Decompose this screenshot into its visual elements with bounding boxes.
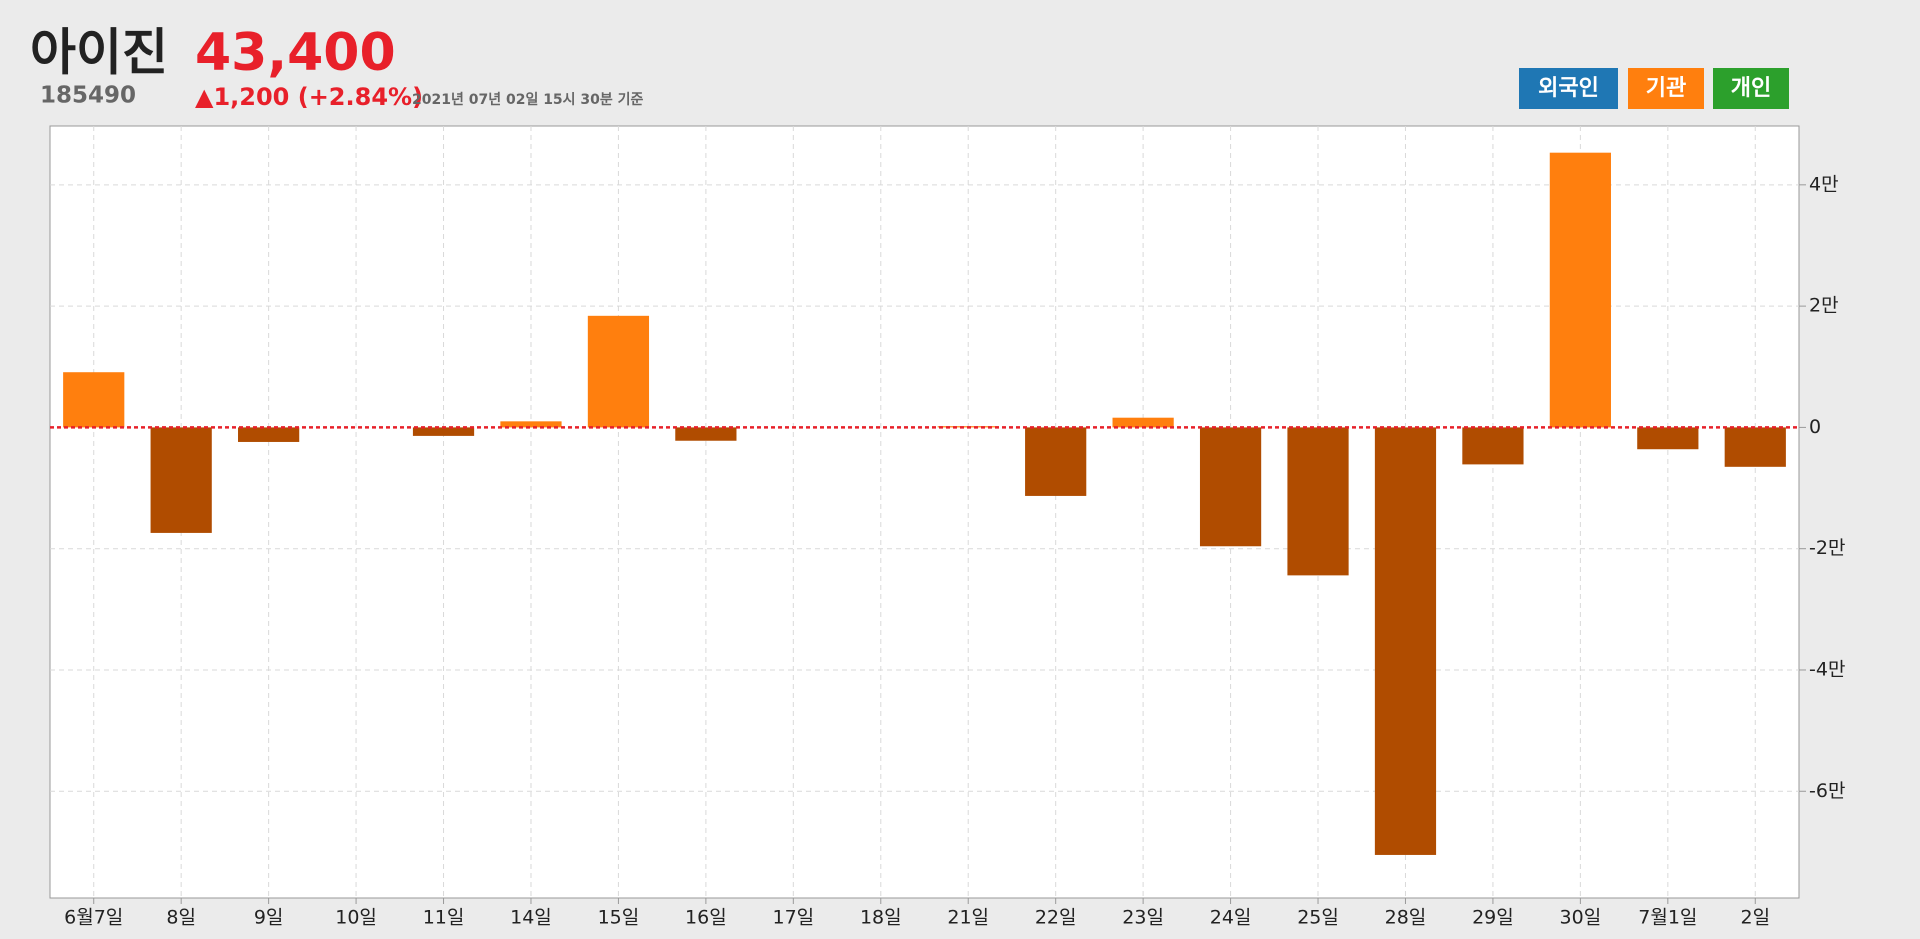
bar	[1637, 427, 1699, 450]
x-tick-label: 21일	[947, 907, 989, 929]
plot-area	[49, 125, 1800, 899]
bar	[1287, 427, 1349, 576]
price-change: ▲1,200 (+2.84%)	[195, 83, 423, 111]
bar	[1025, 427, 1087, 496]
bar	[1199, 427, 1262, 547]
bar	[1374, 427, 1437, 855]
bar	[500, 421, 562, 428]
x-tick-label: 2일	[1740, 907, 1770, 929]
bar	[1462, 427, 1524, 465]
x-tick-label: 10일	[335, 907, 377, 929]
x-tick-label: 9일	[254, 907, 284, 929]
timestamp: 2021년 07년 02일 15시 30분 기준	[412, 92, 644, 108]
y-tick-label: 0	[1809, 416, 1821, 438]
x-tick-label: 6월7일	[64, 907, 123, 929]
x-tick-label: 11일	[423, 907, 465, 929]
y-tick-label: 2만	[1809, 295, 1839, 317]
bar	[63, 372, 125, 428]
bar	[412, 427, 475, 436]
button-bg[interactable]	[1713, 68, 1789, 109]
x-tick-label: 29일	[1472, 907, 1514, 929]
button-bg[interactable]	[1628, 68, 1704, 109]
button-label[interactable]: 외국인	[1538, 76, 1599, 101]
bar	[1724, 427, 1786, 467]
y-tick-label: -4만	[1809, 658, 1845, 680]
x-tick-label: 25일	[1297, 907, 1339, 929]
y-tick-label: -6만	[1809, 780, 1845, 802]
bar	[238, 427, 300, 442]
filter-button[interactable]: 개인	[1713, 68, 1789, 109]
x-tick-label: 17일	[772, 907, 814, 929]
bar	[587, 315, 650, 428]
bar	[675, 427, 737, 441]
x-tick-label: 24일	[1210, 907, 1252, 929]
bar	[1112, 417, 1174, 428]
x-tick-label: 30일	[1560, 907, 1602, 929]
bar	[1549, 152, 1611, 428]
x-tick-label: 15일	[598, 907, 640, 929]
x-tick-label: 8일	[166, 907, 196, 929]
filter-button[interactable]: 외국인	[1519, 68, 1618, 109]
button-bg[interactable]	[1519, 68, 1618, 109]
x-tick-label: 22일	[1035, 907, 1077, 929]
x-tick-label: 14일	[510, 907, 552, 929]
filter-button[interactable]: 기관	[1628, 68, 1704, 109]
y-tick-label: -2만	[1809, 537, 1845, 559]
stock-name: 아이진	[30, 24, 168, 82]
stock-price: 43,400	[195, 23, 396, 83]
x-tick-label: 23일	[1122, 907, 1164, 929]
button-label[interactable]: 개인	[1731, 76, 1771, 101]
x-tick-label: 18일	[860, 907, 902, 929]
x-tick-label: 7월1일	[1638, 907, 1697, 929]
bar	[150, 427, 212, 533]
stock-code: 185490	[40, 83, 136, 109]
button-label[interactable]: 기관	[1646, 76, 1686, 101]
x-tick-label: 16일	[685, 907, 727, 929]
x-tick-label: 28일	[1385, 907, 1427, 929]
y-tick-label: 4만	[1809, 173, 1839, 195]
